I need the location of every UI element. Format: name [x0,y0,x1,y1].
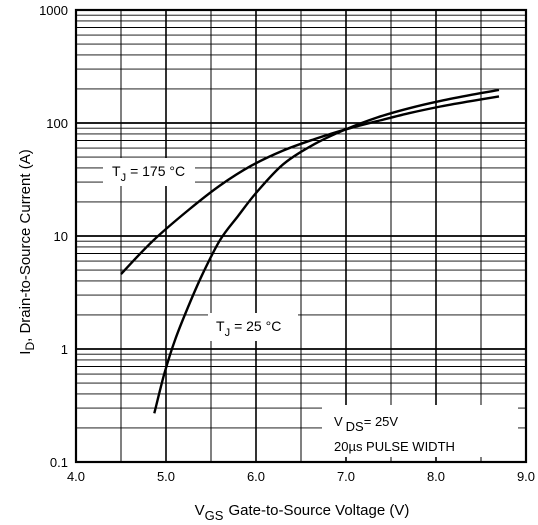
plot-frame [74,8,528,464]
series-label-175: TJ = 175 °C [103,158,195,186]
svg-text:TJ= 25 °C: TJ = 25 °C [216,318,281,339]
x-tick-label: 5.0 [157,469,175,484]
series-tj-25-line [153,88,500,414]
test-conditions-note: V DS= 25V 20µs PULSE WIDTH [322,405,518,457]
series-layer [120,88,500,414]
plot-grid [75,10,527,463]
y-tick-label: 1 [61,342,68,357]
tick-labels: 4.0 5.0 6.0 7.0 8.0 9.0 0.1 1 10 100 1000 [39,3,535,484]
series-tj-175-line [120,95,500,275]
svg-text:TJ= 175 °C: TJ = 175 °C [112,163,185,184]
x-axis-title: VGS Gate-to-Source Voltage (V) [195,502,410,523]
x-tick-label: 4.0 [67,469,85,484]
x-tick-label: 7.0 [337,469,355,484]
x-tick-label: 9.0 [517,469,535,484]
vds-note: V DS= 25V [334,414,398,434]
y-tick-label: 0.1 [50,455,68,470]
y-tick-label: 1000 [39,3,68,18]
y-tick-label: 10 [54,229,68,244]
x-tick-label: 8.0 [427,469,445,484]
x-tick-label: 6.0 [247,469,265,484]
series-label-25: TJ = 25 °C [208,313,298,341]
pulse-width-note: 20µs PULSE WIDTH [334,439,455,454]
y-axis-title: ID, Drain-to-Source Current (A) [17,149,37,354]
y-tick-label: 100 [46,116,68,131]
